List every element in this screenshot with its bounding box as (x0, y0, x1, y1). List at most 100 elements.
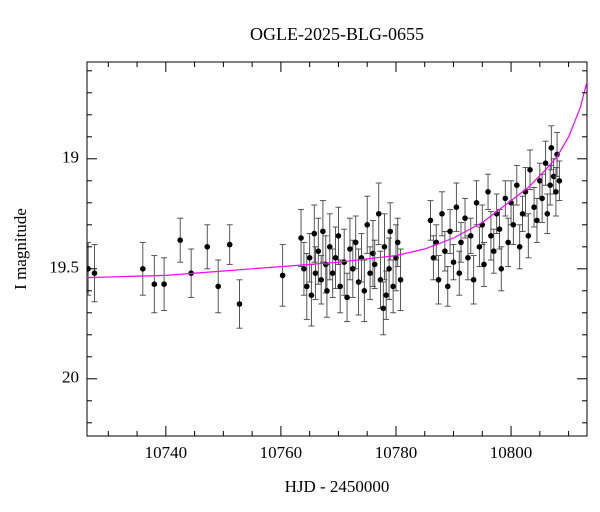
data-point (450, 259, 457, 266)
data-point (488, 233, 494, 239)
data-point (298, 235, 304, 241)
data-point (301, 266, 307, 272)
data-point (527, 167, 533, 173)
data-point (332, 254, 339, 261)
data-point (525, 233, 532, 239)
data-point (542, 160, 549, 166)
data-point (514, 182, 520, 188)
data-point (502, 195, 509, 202)
model-curve (87, 81, 587, 279)
x-axis-label: HJD - 2450000 (285, 477, 390, 496)
data-point (381, 244, 388, 250)
plot-area (87, 81, 587, 336)
data-point (430, 254, 437, 261)
data-point (531, 204, 537, 210)
data-point (435, 277, 442, 283)
data-point (548, 145, 555, 151)
data-point (279, 272, 286, 279)
data-point (470, 277, 477, 283)
data-point (361, 288, 368, 294)
data-point (226, 241, 233, 248)
data-point (327, 244, 333, 250)
data-point (311, 230, 318, 237)
data-point (177, 237, 184, 243)
data-point (364, 222, 371, 228)
data-point (375, 211, 382, 217)
data-point (329, 270, 336, 277)
x-tick-label: 10800 (490, 443, 533, 462)
data-point (320, 228, 326, 235)
data-point (204, 244, 211, 250)
data-point (453, 204, 460, 210)
data-point (347, 246, 353, 252)
chart-title: OGLE-2025-BLG-0655 (250, 24, 424, 44)
data-point (383, 292, 389, 299)
data-point (367, 270, 373, 277)
data-point (390, 283, 396, 290)
data-point (386, 266, 392, 272)
data-point (306, 254, 313, 261)
data-point (485, 189, 491, 195)
data-point (380, 305, 387, 312)
data-point (505, 239, 511, 246)
data-point (387, 228, 394, 235)
y-tick-label: 20 (62, 368, 79, 387)
data-point (444, 283, 451, 290)
data-point (473, 200, 480, 206)
data-point (556, 178, 563, 184)
plot-frame (86, 61, 588, 437)
data-point (91, 270, 98, 277)
data-point (498, 266, 505, 272)
data-point (308, 292, 315, 299)
data-point (547, 182, 553, 188)
data-point (161, 281, 167, 288)
y-tick-label: 19.5 (49, 258, 79, 277)
data-point (377, 277, 384, 283)
data-point (510, 222, 517, 228)
data-point (481, 261, 487, 268)
data-point (215, 283, 221, 290)
data-point (397, 277, 404, 283)
data-point (553, 189, 559, 195)
data-point (467, 233, 474, 239)
data-point (456, 270, 463, 277)
data-point (476, 244, 483, 250)
data-point (537, 178, 543, 184)
data-point (337, 283, 343, 290)
data-point (312, 270, 319, 277)
data-point (442, 248, 448, 254)
data-point (550, 173, 557, 180)
data-point (303, 283, 310, 290)
data-point (427, 217, 434, 224)
data-point (458, 239, 464, 246)
data-point (140, 266, 146, 272)
data-point (544, 211, 551, 217)
data-point (519, 211, 526, 217)
x-tick-label: 10740 (145, 443, 188, 462)
data-point (490, 248, 497, 254)
data-point (344, 294, 350, 301)
y-axis-label: I magnitude (11, 208, 30, 290)
data-point (465, 254, 471, 261)
data-point (534, 217, 540, 224)
data-point (394, 239, 401, 246)
data-point (516, 244, 523, 250)
data-point (324, 288, 330, 294)
data-point (315, 248, 322, 254)
data-point (352, 239, 359, 246)
data-point (335, 233, 342, 239)
data-point (371, 261, 378, 268)
data-point (151, 281, 158, 288)
y-tick-label: 19 (62, 148, 79, 167)
data-point (236, 301, 243, 307)
data-point (539, 195, 545, 202)
x-tick-label: 10760 (260, 443, 303, 462)
x-tick-label: 10780 (375, 443, 418, 462)
data-point (318, 277, 324, 283)
data-point (447, 228, 453, 235)
data-point (439, 211, 445, 217)
data-point (462, 215, 468, 221)
data-point (496, 226, 503, 232)
